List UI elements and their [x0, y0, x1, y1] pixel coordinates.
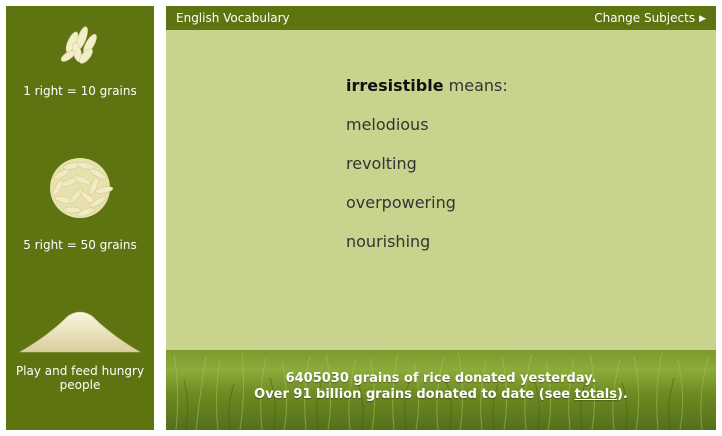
top-bar: English Vocabulary Change Subjects ▶	[166, 6, 716, 30]
donation-footer: 6405030 grains of rice donated yesterday…	[166, 350, 716, 430]
change-subjects-link[interactable]: Change Subjects ▶	[594, 11, 706, 25]
question-means: means:	[448, 76, 508, 95]
answer-option-3[interactable]: overpowering	[346, 193, 456, 212]
main-panel: English Vocabulary Change Subjects ▶ irre…	[166, 6, 716, 430]
rice-grains-pile-icon	[50, 158, 114, 218]
quiz-area: irresistible means: melodious revolting …	[346, 76, 508, 271]
quiz-word: irresistible	[346, 76, 444, 95]
tier-small-caption: 1 right = 10 grains	[23, 84, 137, 98]
tier-large-caption: Play and feed hungry people	[15, 364, 145, 392]
change-subjects-label: Change Subjects	[594, 11, 696, 25]
answer-option-4[interactable]: nourishing	[346, 232, 431, 251]
tier-medium: 5 right = 50 grains	[6, 152, 154, 252]
donated-total-prefix: Over 91 billion grains donated to date (…	[254, 387, 575, 402]
arrow-right-icon: ▶	[699, 14, 706, 24]
rice-grains-small-icon	[60, 26, 97, 64]
donated-total-suffix: ).	[616, 387, 628, 402]
sidebar: 1 right = 10 grains 5	[6, 6, 154, 430]
tier-small: 1 right = 10 grains	[6, 22, 154, 98]
subject-title: English Vocabulary	[176, 11, 290, 25]
answer-option-2[interactable]: revolting	[346, 154, 417, 173]
grass-background	[173, 351, 709, 430]
tier-large: Play and feed hungry people	[6, 306, 154, 392]
tier-medium-caption: 5 right = 50 grains	[23, 238, 137, 252]
totals-link[interactable]: totals	[574, 387, 617, 402]
donated-total: Over 91 billion grains donated to date (…	[166, 387, 716, 403]
rice-mound-icon	[18, 311, 142, 353]
donated-yesterday: 6405030 grains of rice donated yesterday…	[285, 371, 597, 386]
answer-option-1[interactable]: melodious	[346, 115, 429, 134]
question: irresistible means:	[346, 76, 508, 104]
donation-stats: 6405030 grains of rice donated yesterday…	[166, 371, 716, 403]
